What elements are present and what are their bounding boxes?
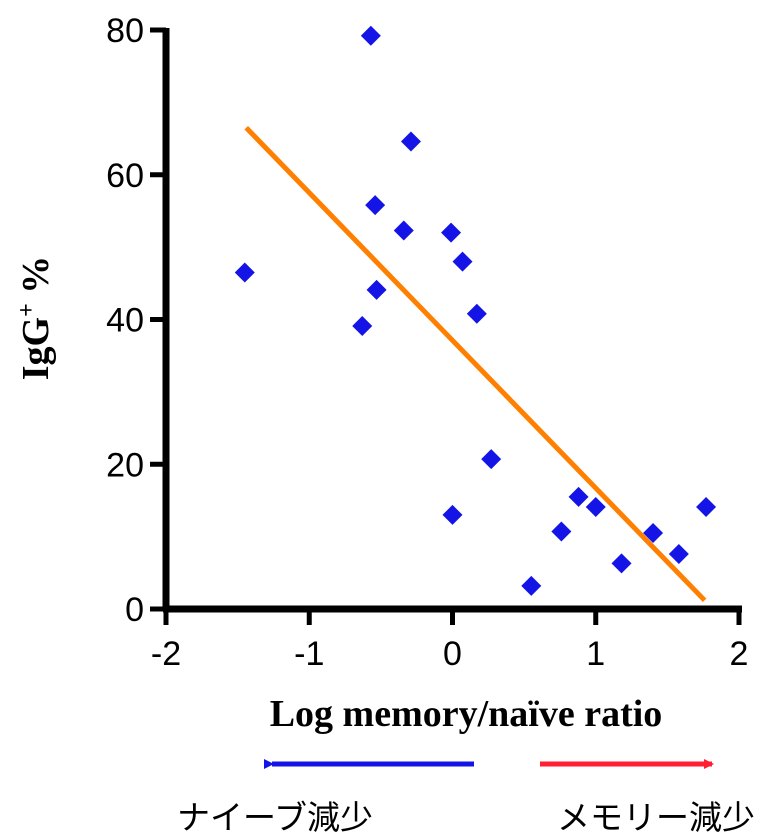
- data-point-7: [452, 251, 473, 272]
- data-point-15: [568, 486, 589, 507]
- trendline: [244, 125, 707, 603]
- data-point-11: [481, 449, 502, 470]
- data-points: [234, 25, 717, 596]
- data-point-17: [611, 553, 632, 574]
- data-point-4: [365, 195, 386, 216]
- data-point-2: [360, 25, 381, 46]
- data-point-1: [234, 262, 255, 283]
- y-tick-label: 0: [125, 591, 144, 629]
- x-axis-title: Log memory/naïve ratio: [270, 693, 663, 735]
- data-point-13: [521, 575, 542, 596]
- x-tick-label: -1: [294, 635, 324, 673]
- data-point-5: [393, 220, 414, 241]
- data-point-10: [466, 303, 487, 324]
- x-tick-label: 0: [443, 635, 462, 673]
- data-point-16: [585, 496, 606, 517]
- y-axis-title-superscript: +: [14, 303, 40, 317]
- label-naive-decrease: ナイーブ減少: [177, 798, 373, 837]
- data-point-6: [441, 222, 462, 243]
- data-point-20: [696, 496, 717, 517]
- label-memory-decrease: メモリー減少: [557, 798, 755, 837]
- data-point-12: [442, 504, 463, 525]
- x-tick-label: -2: [151, 635, 181, 673]
- data-point-3: [400, 131, 421, 152]
- y-ticks: 0 20 40 60 80: [106, 12, 166, 629]
- y-axis-title: IgG+ %: [14, 256, 57, 381]
- trendline-group: [244, 125, 707, 603]
- y-tick-label: 60: [106, 157, 144, 195]
- x-ticks: -2 -1 0 1 2: [151, 609, 749, 673]
- data-point-18: [643, 523, 664, 544]
- data-point-19: [668, 543, 689, 564]
- y-axis-title-suffix: %: [15, 256, 57, 304]
- data-point-8: [366, 279, 387, 300]
- y-tick-label: 80: [106, 12, 144, 50]
- y-axis-title-main: IgG: [15, 317, 57, 380]
- y-tick-label: 40: [106, 302, 144, 340]
- data-point-14: [551, 521, 572, 542]
- data-point-9: [352, 316, 373, 337]
- x-tick-label: 1: [586, 635, 605, 673]
- x-tick-label: 2: [730, 635, 749, 673]
- y-tick-label: 20: [106, 446, 144, 484]
